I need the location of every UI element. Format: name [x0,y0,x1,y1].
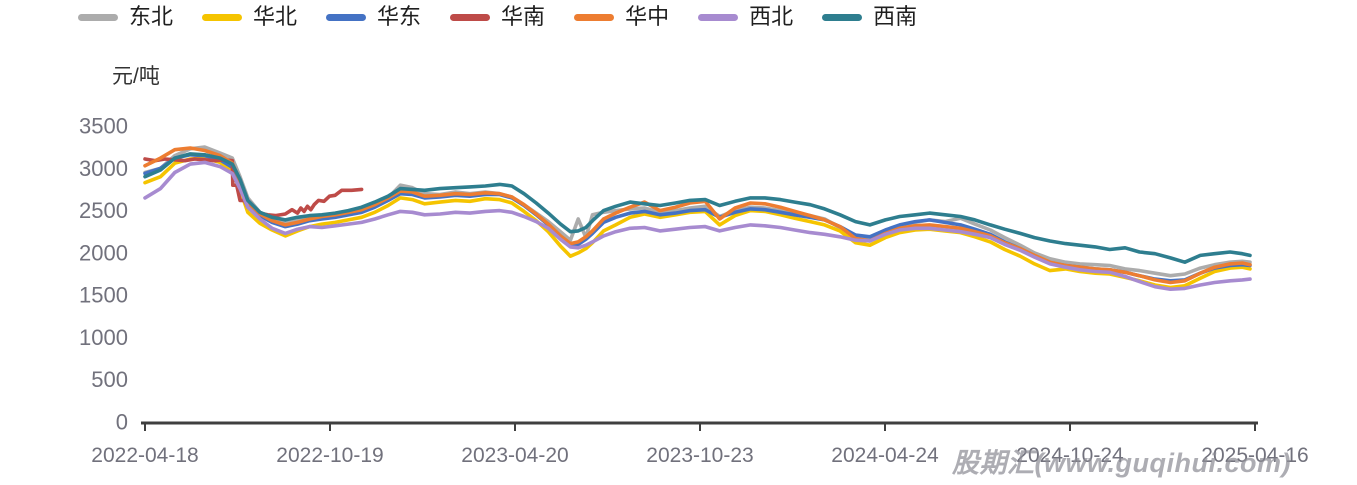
series-line [143,152,1252,265]
y-axis-label: 1500 [79,283,128,308]
x-axis-label: 2024-04-24 [831,444,939,467]
watermark-text: 股期汇(www.guqihui.com) [952,448,1291,478]
legend-swatch [822,13,863,21]
legend-label: 东北 [129,4,174,29]
y-axis-label: 2500 [79,198,128,223]
y-axis-unit-label: 元/吨 [112,65,160,88]
legend-swatch [78,13,118,21]
x-axis-label: 2022-04-18 [91,444,198,467]
legend-label: 西南 [873,4,918,29]
x-axis-label: 2022-10-19 [276,444,383,467]
y-axis-label: 2000 [79,240,128,265]
legend-item: 华北 [202,6,297,28]
y-axis-label: 3500 [79,114,128,139]
legend-label: 西北 [749,4,794,29]
x-axis-label: 2023-04-20 [461,444,568,467]
x-axis-label: 2024-10-24 [1016,444,1124,467]
y-axis-label: 0 [116,410,128,435]
x-axis-label: 2025-04-16 [1201,444,1308,467]
series-line [143,160,1252,292]
legend-swatch [326,13,367,21]
legend-item: 华东 [326,6,421,28]
legend-label: 华东 [377,4,422,29]
legend-item: 东北 [78,6,173,28]
legend-item: 西南 [822,6,917,28]
x-axis-label: 2023-10-23 [646,444,753,467]
legend-label: 华南 [501,4,546,29]
legend-swatch [698,13,739,21]
legend-label: 华北 [253,4,298,29]
legend-item: 华南 [450,6,545,28]
y-axis-label: 500 [91,367,128,392]
y-axis-label: 3000 [79,156,128,181]
legend-item: 西北 [698,6,793,28]
legend-swatch [202,13,243,21]
y-axis-label: 1000 [79,325,128,350]
legend-swatch [574,13,615,21]
legend-item: 华中 [574,6,669,28]
legend-label: 华中 [625,4,670,29]
legend-swatch [450,13,491,21]
chart-legend: 东北 华北 华东 华南 华中 西北 西南 [78,6,946,28]
